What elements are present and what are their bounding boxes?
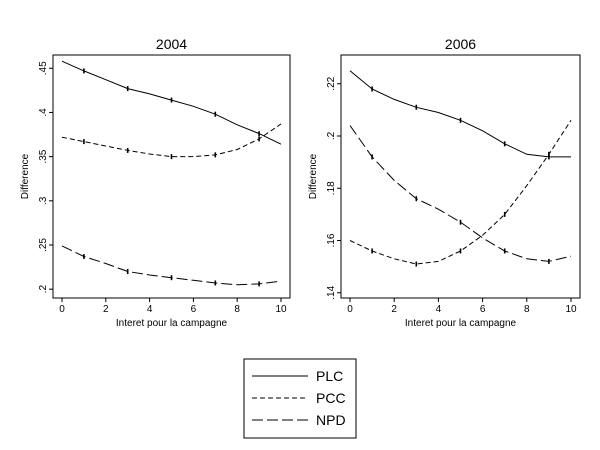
legend-label-plc: PLC xyxy=(316,368,343,384)
series-line-pcc xyxy=(61,123,282,158)
series-line-pcc xyxy=(349,120,572,265)
x-tick-label: 2 xyxy=(103,304,109,315)
x-tick-label: 8 xyxy=(234,304,240,315)
chart-panel-2004: 2004 0 2 4 6 8 10 .2 .25 .3 .35 .4 .45 Interet pour l… xyxy=(20,36,291,329)
y-tick-label: .2 xyxy=(38,285,49,294)
chart-panels: 2004 0 2 4 6 8 10 .2 .25 .3 .35 .4 .45 Interet pour l… xyxy=(20,36,581,329)
y-tick-label: .3 xyxy=(38,196,49,205)
y-tick-label: .2 xyxy=(326,131,337,140)
chart-title: 2004 xyxy=(156,36,187,52)
x-tick-label: 6 xyxy=(191,304,197,315)
series-line-plc xyxy=(61,60,282,145)
x-tick-label: 0 xyxy=(347,304,353,315)
y-tick-label: .16 xyxy=(326,233,337,247)
x-tick-label: 10 xyxy=(565,304,577,315)
legend-label-npd: NPD xyxy=(316,412,346,428)
x-axis-label: Interet pour la campagne xyxy=(405,318,517,329)
y-tick-label: .35 xyxy=(38,149,49,163)
x-tick-label: 10 xyxy=(275,304,287,315)
x-tick-label: 0 xyxy=(59,304,65,315)
y-tick-label: .14 xyxy=(326,285,337,299)
x-tick-label: 8 xyxy=(524,304,530,315)
series-line-plc xyxy=(349,70,571,158)
x-axis-label: Interet pour la campagne xyxy=(116,318,228,329)
x-tick-label: 2 xyxy=(391,304,397,315)
y-tick-label: .25 xyxy=(38,238,49,252)
plot-frame xyxy=(340,54,581,299)
x-tick-label: 4 xyxy=(147,304,153,315)
y-tick-label: .45 xyxy=(38,61,49,75)
plot-frame xyxy=(52,54,291,299)
series-line-npd xyxy=(349,125,572,262)
legend: PLC PCC NPD xyxy=(243,358,357,439)
y-tick-label: .22 xyxy=(326,76,337,90)
y-axis-label: Difference xyxy=(20,153,31,199)
chart-panel-2006: 2006 0 2 4 6 8 10 .14 .16 .18 .2 .22 Interet pour la… xyxy=(308,36,581,329)
y-axis-label: Difference xyxy=(308,153,319,199)
legend-label-pcc: PCC xyxy=(316,390,346,406)
y-tick-label: .4 xyxy=(38,108,49,117)
x-tick-label: 6 xyxy=(480,304,486,315)
x-tick-label: 4 xyxy=(436,304,442,315)
y-tick-label: .18 xyxy=(326,181,337,195)
chart-title: 2006 xyxy=(445,36,476,52)
